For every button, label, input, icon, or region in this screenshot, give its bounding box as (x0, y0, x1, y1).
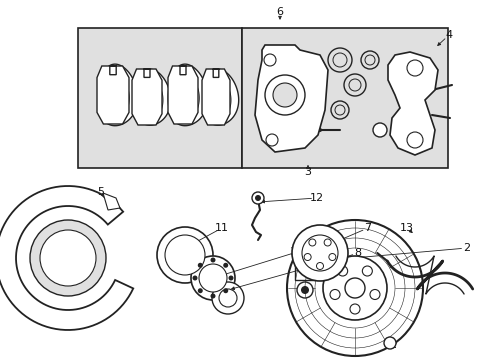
Polygon shape (137, 80, 163, 120)
Polygon shape (204, 80, 230, 120)
Circle shape (337, 266, 347, 276)
Circle shape (362, 266, 371, 276)
Circle shape (265, 134, 278, 146)
Circle shape (406, 60, 422, 76)
Circle shape (212, 282, 244, 314)
Circle shape (264, 54, 275, 66)
Polygon shape (97, 66, 129, 124)
Polygon shape (103, 193, 120, 210)
Circle shape (345, 278, 364, 298)
Text: 10: 10 (289, 247, 304, 257)
Text: 13: 13 (399, 223, 413, 233)
Bar (294, 248, 314, 280)
Circle shape (324, 239, 330, 246)
Polygon shape (254, 45, 327, 152)
Circle shape (328, 253, 335, 261)
Bar (78, 28, 242, 168)
Circle shape (219, 289, 237, 307)
Polygon shape (98, 64, 138, 126)
Text: 3: 3 (304, 167, 311, 177)
Circle shape (264, 75, 305, 115)
Polygon shape (101, 76, 129, 120)
Circle shape (349, 304, 359, 314)
Circle shape (157, 227, 213, 283)
Circle shape (191, 256, 235, 300)
Circle shape (372, 123, 386, 137)
Polygon shape (134, 69, 170, 125)
Circle shape (308, 239, 315, 246)
Circle shape (383, 337, 395, 349)
Circle shape (329, 289, 339, 300)
Polygon shape (132, 69, 162, 125)
Circle shape (197, 288, 203, 293)
Circle shape (199, 264, 226, 292)
Circle shape (369, 289, 379, 300)
Polygon shape (202, 69, 229, 125)
Text: 6: 6 (276, 7, 283, 17)
Text: 4: 4 (445, 30, 451, 40)
Circle shape (251, 192, 264, 204)
Text: 5: 5 (97, 187, 104, 197)
Circle shape (291, 225, 347, 281)
Circle shape (197, 263, 203, 268)
Text: 8: 8 (354, 248, 361, 258)
Text: 9: 9 (324, 257, 331, 267)
Text: 11: 11 (215, 223, 228, 233)
Bar (242, 28, 447, 168)
Polygon shape (0, 186, 133, 330)
Text: 12: 12 (309, 193, 324, 203)
Circle shape (301, 286, 308, 294)
Circle shape (316, 262, 323, 270)
Circle shape (228, 275, 233, 280)
Circle shape (210, 257, 215, 262)
Circle shape (192, 275, 197, 280)
Circle shape (223, 288, 228, 293)
Circle shape (302, 235, 337, 271)
Circle shape (323, 256, 386, 320)
Text: 1: 1 (389, 340, 396, 350)
Polygon shape (170, 76, 199, 120)
Circle shape (164, 235, 204, 275)
Circle shape (30, 220, 106, 296)
Circle shape (254, 195, 261, 201)
Polygon shape (203, 69, 238, 125)
Circle shape (406, 132, 422, 148)
Polygon shape (168, 66, 198, 124)
Polygon shape (168, 64, 207, 126)
Circle shape (304, 253, 310, 261)
Circle shape (272, 83, 296, 107)
Circle shape (296, 282, 312, 298)
Circle shape (40, 230, 96, 286)
Polygon shape (387, 52, 437, 155)
Circle shape (210, 293, 215, 298)
Circle shape (223, 263, 228, 268)
Text: 2: 2 (463, 243, 469, 253)
Text: 7: 7 (364, 223, 371, 233)
Circle shape (286, 220, 422, 356)
